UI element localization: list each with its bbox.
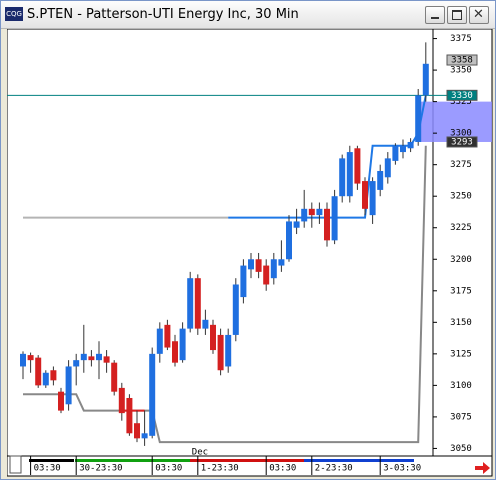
- candle-body: [141, 433, 148, 439]
- candle-body: [58, 391, 64, 411]
- candle-body: [35, 357, 42, 386]
- annotation: Dec: [192, 448, 208, 458]
- chart-frame: [7, 29, 493, 477]
- candle-body: [293, 221, 300, 228]
- candle-body: [88, 356, 95, 361]
- y-tick-label: 3075: [450, 412, 472, 422]
- highlight-band: [416, 101, 492, 142]
- candle-body: [156, 328, 163, 354]
- y-tick-label: 3200: [450, 255, 472, 265]
- app-icon: CQG: [5, 7, 23, 21]
- candle-body: [339, 158, 346, 197]
- y-tick-label: 3150: [450, 318, 472, 328]
- y-tick-label: 3300: [450, 129, 472, 139]
- price-marker: [446, 89, 478, 101]
- y-tick-label: 3100: [450, 381, 472, 391]
- candle-body: [422, 63, 429, 96]
- candle-body: [354, 148, 361, 184]
- candle-body: [65, 366, 72, 405]
- minimize-button[interactable]: [425, 6, 445, 24]
- candle-body: [316, 208, 323, 216]
- session-bar: [29, 459, 74, 462]
- price-marker-label: 3358: [451, 56, 473, 66]
- indicator-line: [23, 145, 427, 444]
- y-tick-label: 3125: [450, 349, 472, 359]
- y-tick-label: 3375: [450, 34, 472, 44]
- candle-body: [42, 372, 49, 386]
- y-tick-label: 3275: [450, 160, 472, 170]
- candle-body: [27, 355, 34, 361]
- candle-body: [407, 141, 414, 149]
- scroll-arrow[interactable]: [475, 462, 490, 474]
- candle-body: [384, 158, 391, 178]
- session-bar: [75, 459, 190, 462]
- window-title: S.PTEN - Patterson-UTI Energy Inc, 30 Mi…: [27, 7, 299, 22]
- candle-body: [118, 387, 125, 414]
- candle-body: [187, 278, 194, 329]
- candle-body: [80, 353, 87, 361]
- y-tick-label: 3050: [450, 444, 472, 454]
- x-tick-label: 03:30: [269, 464, 296, 474]
- candle-body: [369, 181, 376, 216]
- candle-body: [415, 95, 422, 142]
- y-tick-label: 3250: [450, 192, 472, 202]
- x-tick-label: 30-23:30: [79, 464, 122, 474]
- maximize-button[interactable]: [447, 6, 467, 24]
- y-tick-label: 3225: [450, 223, 472, 233]
- candle-body: [217, 334, 224, 371]
- x-tick-label: 2-23:30: [315, 464, 353, 474]
- y-tick-label: 3325: [450, 97, 472, 107]
- price-marker-label: 3330: [451, 91, 473, 101]
- candle-body: [255, 259, 262, 272]
- candle-body: [331, 196, 338, 241]
- session-bar: [304, 459, 414, 462]
- price-marker-label: 3293: [451, 137, 473, 147]
- close-button[interactable]: ✕: [469, 6, 489, 24]
- candle-body: [20, 353, 26, 367]
- candle-body: [346, 152, 353, 197]
- candle-body: [232, 284, 239, 335]
- session-bar: [190, 459, 304, 462]
- corner-box[interactable]: [9, 455, 22, 474]
- candle-body: [194, 278, 201, 329]
- candle-body: [248, 259, 254, 270]
- price-marker: [446, 54, 478, 66]
- candle-body: [103, 356, 110, 363]
- candle-body: [202, 319, 209, 329]
- y-tick-label: 3350: [450, 66, 472, 76]
- candle-body: [263, 265, 270, 285]
- candle-body: [377, 170, 384, 190]
- candle-body: [324, 208, 330, 241]
- candle-body: [210, 324, 216, 351]
- candle-body: [134, 423, 140, 439]
- candle-body: [278, 259, 285, 266]
- x-tick-label: 03:30: [34, 464, 61, 474]
- price-marker: [446, 136, 478, 148]
- chart: 3050 3075 3100 3125 3150 3175 3200 3225 3250 3275…: [7, 29, 493, 477]
- y-tick-label: 3175: [450, 286, 472, 296]
- candle-body: [50, 370, 57, 381]
- candle-body: [164, 324, 171, 348]
- candle-body: [96, 353, 102, 361]
- candle-body: [308, 208, 315, 216]
- candle-body: [111, 362, 118, 392]
- x-tick-label: 03:30: [155, 464, 182, 474]
- candle-body: [270, 259, 277, 279]
- x-tick-label: 3-03:30: [383, 464, 421, 474]
- candle-body: [301, 208, 308, 222]
- candle-body: [362, 181, 368, 209]
- x-tick-label: 1-23:30: [201, 464, 239, 474]
- candle-body: [73, 360, 80, 367]
- candle-body: [179, 328, 186, 361]
- candle-body: [240, 265, 247, 298]
- title-bar: CQG S.PTEN - Patterson-UTI Energy Inc, 3…: [1, 1, 495, 29]
- candle-body: [172, 341, 178, 363]
- candle-body: [225, 334, 232, 367]
- candle-body: [392, 145, 399, 161]
- candle-body: [126, 397, 133, 434]
- candle-body: [286, 221, 292, 260]
- candle-body: [149, 353, 156, 436]
- candle-body: [400, 145, 406, 153]
